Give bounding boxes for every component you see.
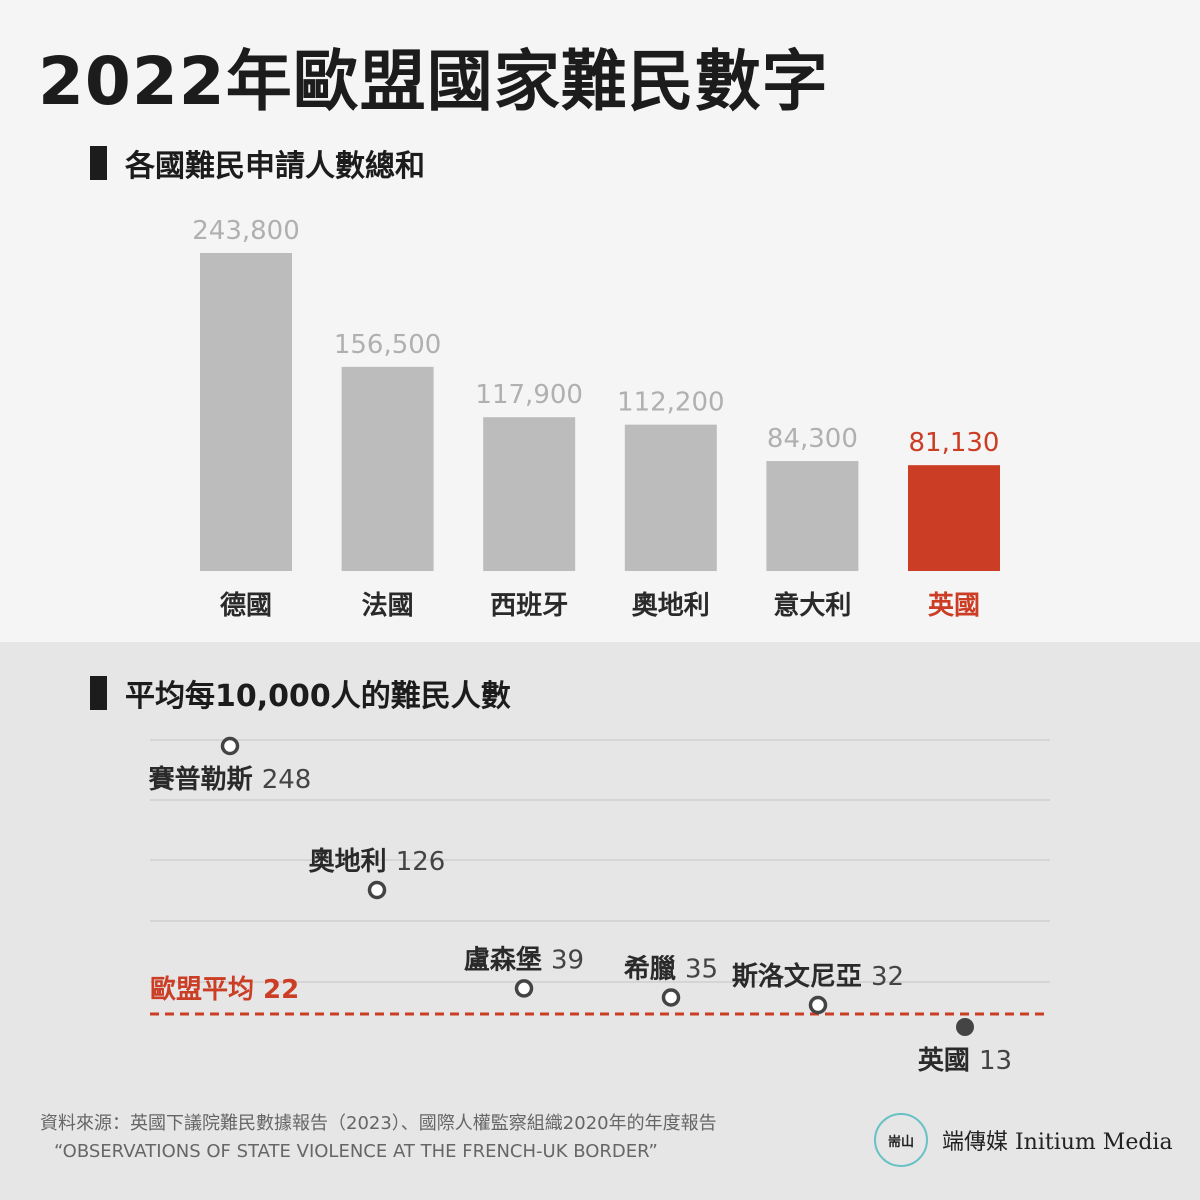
point-name: 奧地利 (309, 847, 396, 877)
point-value: 248 (262, 765, 312, 795)
point-label: 斯洛文尼亞 32 (732, 961, 904, 992)
data-point (661, 988, 681, 1007)
bar-value-label: 81,130 (909, 428, 1000, 458)
bar-value-label: 84,300 (767, 424, 858, 454)
section-marker (90, 676, 107, 710)
point-name: 英國 (918, 1046, 979, 1076)
source-note: 資料來源：英國下議院難民數據報告（2023）、國際人權監察組織2020年的年度報… (40, 1110, 717, 1166)
point-label: 奧地利 126 (309, 847, 446, 877)
point-label: 盧森堡 39 (464, 944, 584, 975)
bar (908, 465, 1000, 571)
point-value: 126 (396, 847, 446, 877)
per-capita-chart: 歐盟平均 22 賽普勒斯 248 奧地利 126 盧森堡 39 希臘 35 斯洛文尼亞 3… (148, 736, 1050, 1076)
logo-text: 端傳媒 Initium Media (942, 1130, 1173, 1155)
data-point (514, 979, 534, 998)
bar-value-label: 156,500 (334, 330, 442, 360)
source-line-1: 資料來源：英國下議院難民數據報告（2023）、國際人權監察組織2020年的年度報… (40, 1113, 717, 1134)
bar-category-label: 意大利 (773, 590, 851, 621)
bar (341, 366, 434, 571)
bar-category-label: 德國 (220, 591, 272, 621)
bar-category-label: 法國 (362, 591, 414, 621)
point-name: 希臘 (624, 953, 685, 984)
bar-category-label: 奧地利 (632, 591, 710, 621)
bar-value-label: 243,800 (192, 216, 300, 246)
data-point (220, 736, 240, 756)
bar-section-title: 各國難民申請人數總和 (125, 149, 425, 184)
bar-section-header: 各國難民申請人數總和 (90, 143, 425, 184)
data-point (956, 1018, 974, 1036)
bar-value-label: 112,200 (617, 388, 725, 418)
point-label: 賽普勒斯 248 (148, 764, 312, 795)
bar (624, 424, 717, 571)
data-point (367, 880, 387, 900)
data-point (808, 995, 828, 1015)
bar-chart: 243,800 德國 156,500 法國 117,900 西班牙 112,200 奧地利 84… (192, 216, 1000, 621)
bar (766, 461, 859, 571)
dot-section-header: 平均每10,000人的難民人數 (90, 673, 511, 714)
section-marker (90, 146, 107, 180)
point-value: 32 (871, 962, 904, 992)
point-name: 賽普勒斯 (148, 764, 262, 795)
point-name: 盧森堡 (464, 944, 551, 975)
logo-mark-icon: 耑山 (874, 1113, 928, 1167)
bar-value-label: 117,900 (475, 380, 583, 410)
bar (483, 417, 576, 571)
dot-section-title: 平均每10,000人的難民人數 (125, 679, 511, 714)
bar-category-label: 西班牙 (490, 591, 568, 621)
point-label: 希臘 35 (624, 953, 718, 984)
page-title: 2022年歐盟國家難民數字 (38, 43, 829, 120)
point-name: 斯洛文尼亞 (732, 961, 871, 992)
point-value: 13 (979, 1046, 1012, 1076)
point-label: 英國 13 (918, 1046, 1012, 1076)
point-value: 35 (685, 954, 718, 984)
source-line-2: “OBSERVATIONS OF STATE VIOLENCE AT THE F… (54, 1141, 658, 1162)
eu-average-label: 歐盟平均 22 (150, 975, 299, 1005)
bar-category-label: 英國 (928, 591, 980, 621)
point-value: 39 (551, 945, 584, 975)
brand-logo: 耑山 端傳媒 Initium Media (874, 1113, 1173, 1167)
bar (200, 253, 292, 571)
